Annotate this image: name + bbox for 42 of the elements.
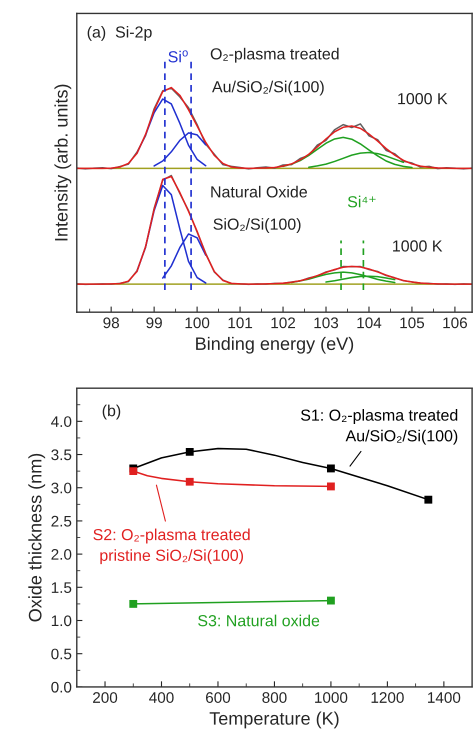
y-tick-label: 3.0: [51, 482, 72, 494]
x-tick-label: 100: [186, 317, 210, 328]
x-tick-label: 200: [93, 692, 118, 703]
x-tick-label: 104: [357, 317, 382, 328]
text: O₂-plasma treated: [210, 48, 339, 63]
y-axis-title: Intensity (arb. units): [54, 84, 72, 240]
y-tick-label: 4.0: [51, 416, 72, 428]
annotation: SiO₂/Si(100): [214, 218, 301, 233]
annotation: 1000 K: [398, 93, 448, 104]
annotation: (b): [102, 404, 120, 420]
y-tick-label: 2.5: [51, 516, 72, 527]
x-tick-label: 600: [206, 692, 230, 703]
annotation: Si⁴⁺: [348, 196, 376, 208]
x-tick-label: 1200: [372, 692, 404, 703]
x-tick-label: 105: [400, 317, 424, 328]
y-tick-label: 0.0: [51, 682, 72, 693]
x-tick-label: 101: [228, 317, 252, 328]
annotation: Natural Oxide: [211, 186, 307, 198]
text: Si$^{o}$: [168, 50, 188, 62]
text: (a) Si-2p: [88, 26, 152, 41]
x-tick-label: 1400: [428, 692, 460, 703]
x-tick-label: 99: [146, 317, 162, 328]
x-axis-title: Temperature (K): [210, 712, 339, 728]
y-tick-label: 2.0: [51, 548, 72, 560]
y-tick-label: 1.5: [52, 582, 72, 593]
x-tick-label: 1000: [315, 692, 348, 703]
legend-label: S2: O₂-plasma treated pristine SiO₂/Si(100): [93, 528, 250, 564]
y-tick-label: 0.5: [51, 648, 72, 660]
series-label: S1: O₂-plasma treated Au/SiO₂/Si(100): [301, 409, 458, 445]
x-tick-label: 800: [262, 692, 287, 703]
y-tick-label: 3.5: [51, 449, 72, 460]
annotation: 1000 K: [393, 240, 442, 252]
x-axis-title: Binding energy (eV): [196, 336, 354, 354]
annotation: Au/SiO₂/Si(100): [212, 80, 324, 96]
x-tick-label: 400: [149, 692, 174, 703]
y-tick-label: 1.0: [52, 615, 72, 626]
x-tick-label: 103: [314, 317, 338, 328]
x-tick-label: 106: [443, 317, 467, 328]
series-label: S3: Natural oxide: [198, 614, 320, 626]
y-axis-title: Oxide thickness (nm): [28, 454, 46, 622]
x-tick-label: 102: [271, 317, 296, 328]
x-tick-label: 98: [103, 317, 119, 328]
